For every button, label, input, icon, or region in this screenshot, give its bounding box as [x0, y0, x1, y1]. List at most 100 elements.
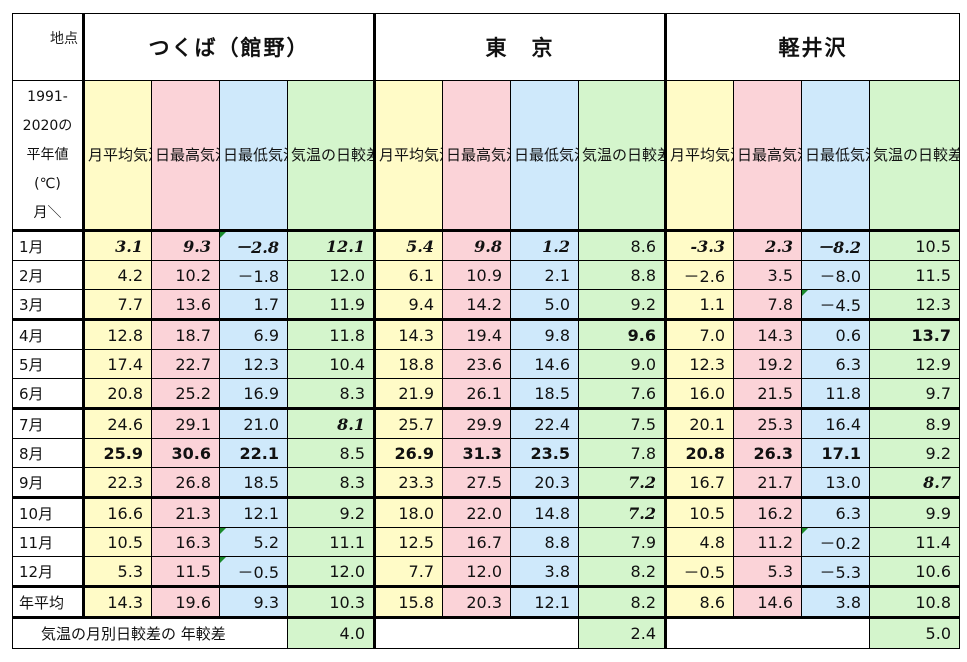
- cell-tokyo-mean: 5.4: [373, 229, 443, 261]
- location-tsukuba: つくば（館野）: [82, 13, 375, 81]
- month-row: 12月 5.3 11.5 －0.5 12.0 7.7 12.0 3.8 8.2 －0.5 5.3 －5…: [12, 556, 960, 587]
- cell-tsukuba-mean: 20.8: [82, 378, 152, 409]
- col-mean-temp-tsukuba: 月平均気温: [82, 80, 152, 231]
- annual-range-label: 気温の月別日較差の 年較差: [12, 616, 288, 649]
- cell-karuizawa-min: 17.1: [801, 438, 870, 468]
- cell-karuizawa-range: 12.9: [869, 349, 960, 379]
- cell-tsukuba-max: 22.7: [151, 349, 220, 379]
- cell-tsukuba-range: 12.0: [287, 556, 375, 587]
- month-row: 1月 3.1 9.3 －2.8 12.1 5.4 9.8 1.2 8.6 -3.3 2.3 －8.2 1…: [12, 229, 960, 261]
- cell-tsukuba-max: 19.6: [151, 585, 220, 618]
- cell-tsukuba-range: 9.2: [287, 496, 375, 528]
- cell-karuizawa-max: 21.5: [733, 378, 802, 409]
- cell-tokyo-mean: 25.7: [373, 407, 443, 439]
- annual-range-karuizawa: 5.0: [869, 616, 960, 649]
- cell-tsukuba-max: 16.3: [151, 527, 220, 557]
- cell-karuizawa-min: 11.8: [801, 378, 870, 409]
- cell-tsukuba-min: －0.5: [219, 556, 288, 587]
- cell-karuizawa-max: 11.2: [733, 527, 802, 557]
- cell-tokyo-max: 29.9: [442, 407, 511, 439]
- cell-tokyo-range: 8.2: [578, 585, 666, 618]
- col-max-temp-karuizawa: 日最高気温の月平均: [733, 80, 802, 231]
- cell-tsukuba-min: 1.7: [219, 289, 288, 320]
- month-row: 10月 16.6 21.3 12.1 9.2 18.0 22.0 14.8 7.2 10.5 16.…: [12, 496, 960, 528]
- cell-karuizawa-max: 14.3: [733, 318, 802, 350]
- climate-normals-table: 地点 つくば（館野） 東 京 軽井沢 1991- 2020の 平年値 (℃) 月＼ 月平…: [12, 13, 960, 649]
- month-label: 11月: [12, 527, 84, 557]
- cell-tsukuba-range: 11.8: [287, 318, 375, 350]
- month-row: 5月 17.4 22.7 12.3 10.4 18.8 23.6 14.6 9.0 12.3 19.…: [12, 349, 960, 379]
- cell-tsukuba-mean: 17.4: [82, 349, 152, 379]
- cell-tsukuba-min: 18.5: [219, 467, 288, 498]
- cell-tsukuba-min: －1.8: [219, 260, 288, 290]
- cell-karuizawa-mean: －0.5: [664, 556, 734, 587]
- cell-tsukuba-mean: 7.7: [82, 289, 152, 320]
- cell-tsukuba-mean: 3.1: [82, 229, 152, 261]
- cell-karuizawa-range: 8.9: [869, 407, 960, 439]
- col-range-tokyo: 気温の日較差の月平均: [578, 80, 666, 231]
- cell-karuizawa-min: －8.0: [801, 260, 870, 290]
- cell-tokyo-min: 3.8: [510, 556, 579, 587]
- cell-tokyo-min: 8.8: [510, 527, 579, 557]
- cell-tsukuba-mean: 12.8: [82, 318, 152, 350]
- col-min-temp-tsukuba: 日最低気温の月平均: [219, 80, 288, 231]
- cell-tokyo-range: 8.8: [578, 260, 666, 290]
- cell-karuizawa-max: 2.3: [733, 229, 802, 261]
- annual-range-row: 気温の月別日較差の 年較差 4.0 2.4 5.0: [12, 616, 960, 649]
- cell-karuizawa-min: －0.2: [801, 527, 870, 557]
- cell-tsukuba-mean: 24.6: [82, 407, 152, 439]
- cell-karuizawa-max: 14.6: [733, 585, 802, 618]
- col-range-tsukuba: 気温の日較差の月平均: [287, 80, 375, 231]
- cell-karuizawa-max: 3.5: [733, 260, 802, 290]
- cell-karuizawa-max: 25.3: [733, 407, 802, 439]
- cell-tokyo-range: 7.6: [578, 378, 666, 409]
- cell-karuizawa-min: －4.5: [801, 289, 870, 320]
- cell-tsukuba-min: 5.2: [219, 527, 288, 557]
- cell-tsukuba-max: 25.2: [151, 378, 220, 409]
- cell-tsukuba-max: 18.7: [151, 318, 220, 350]
- cell-karuizawa-range: 9.7: [869, 378, 960, 409]
- cell-tsukuba-min: 16.9: [219, 378, 288, 409]
- cell-tsukuba-mean: 22.3: [82, 467, 152, 498]
- cell-karuizawa-mean: －2.6: [664, 260, 734, 290]
- cell-tsukuba-range: 10.3: [287, 585, 375, 618]
- month-label: 1月: [12, 229, 84, 261]
- cell-tokyo-max: 19.4: [442, 318, 511, 350]
- cell-tokyo-range: 7.8: [578, 438, 666, 468]
- month-row: 4月 12.8 18.7 6.9 11.8 14.3 19.4 9.8 9.6 7.0 14.3 0.…: [12, 318, 960, 350]
- cell-tokyo-max: 14.2: [442, 289, 511, 320]
- cell-karuizawa-min: 16.4: [801, 407, 870, 439]
- cell-tokyo-max: 16.7: [442, 527, 511, 557]
- month-row: 7月 24.6 29.1 21.0 8.1 25.7 29.9 22.4 7.5 20.1 25.3…: [12, 407, 960, 439]
- col-max-temp-tsukuba: 日最高気温の月平均: [151, 80, 220, 231]
- cell-tokyo-min: 22.4: [510, 407, 579, 439]
- cell-karuizawa-max: 7.8: [733, 289, 802, 320]
- cell-tokyo-min: 9.8: [510, 318, 579, 350]
- cell-karuizawa-range: 12.3: [869, 289, 960, 320]
- cell-tokyo-mean: 23.3: [373, 467, 443, 498]
- cell-tokyo-mean: 18.0: [373, 496, 443, 528]
- cell-tokyo-max: 27.5: [442, 467, 511, 498]
- cell-tokyo-min: 2.1: [510, 260, 579, 290]
- month-label: 8月: [12, 438, 84, 468]
- col-min-temp-tokyo: 日最低気温の月平均: [510, 80, 579, 231]
- cell-tokyo-mean: 6.1: [373, 260, 443, 290]
- cell-tsukuba-min: 22.1: [219, 438, 288, 468]
- cell-tsukuba-max: 11.5: [151, 556, 220, 587]
- cell-karuizawa-min: 6.3: [801, 496, 870, 528]
- cell-tokyo-mean: 9.4: [373, 289, 443, 320]
- cell-karuizawa-min: 13.0: [801, 467, 870, 498]
- cell-tokyo-mean: 14.3: [373, 318, 443, 350]
- location-karuizawa: 軽井沢: [664, 13, 960, 81]
- month-label: 年平均: [12, 585, 84, 618]
- cell-karuizawa-min: 0.6: [801, 318, 870, 350]
- cell-tsukuba-min: －2.8: [219, 229, 288, 261]
- cell-tokyo-mean: 21.9: [373, 378, 443, 409]
- cell-tokyo-range: 9.6: [578, 318, 666, 350]
- cell-karuizawa-min: －5.3: [801, 556, 870, 587]
- cell-tsukuba-range: 8.5: [287, 438, 375, 468]
- cell-tokyo-min: 18.5: [510, 378, 579, 409]
- col-range-karuizawa: 気温の日較差の月平均: [869, 80, 960, 231]
- location-header-row: 地点 つくば（館野） 東 京 軽井沢: [12, 13, 960, 81]
